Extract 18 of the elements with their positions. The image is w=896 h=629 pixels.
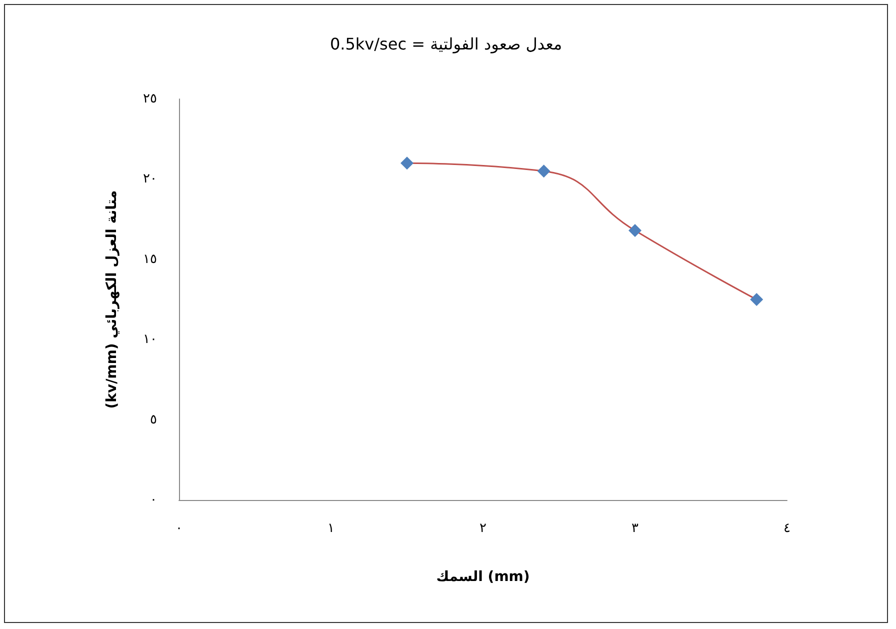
point xyxy=(628,224,642,238)
y-tick-label: ٠ xyxy=(150,492,157,508)
x-tick-label: ٤ xyxy=(784,521,790,536)
chart-title: 0.5kv/sec = معدل صعود الفولتية xyxy=(330,34,562,54)
y-tick-label: ٢٥ xyxy=(143,92,158,106)
x-tick-label: ٢ xyxy=(480,521,487,536)
point xyxy=(400,156,414,170)
y-tick-label: ٢٠ xyxy=(143,172,157,187)
y-tick-label: ١٥ xyxy=(143,252,158,267)
point xyxy=(537,164,550,178)
x-axis-title: السمك (mm) xyxy=(436,569,530,585)
x-tick-label: ٣ xyxy=(632,521,639,536)
y-axis-title: (kv/mm) متانة العزل الكهربائي xyxy=(104,190,120,409)
y-tick-label: ٥ xyxy=(150,412,158,428)
y-tick-label: ١٠ xyxy=(143,332,157,348)
x-tick-label: ٠ xyxy=(176,521,182,536)
point xyxy=(750,293,764,306)
x-tick-label: ١ xyxy=(328,521,334,536)
